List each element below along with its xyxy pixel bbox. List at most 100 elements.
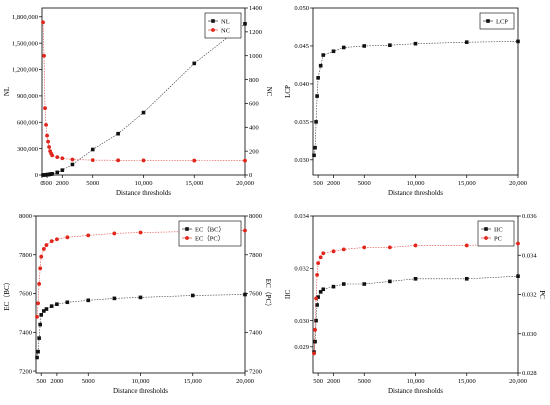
data-point-black [331, 49, 336, 54]
data-point-black [36, 349, 40, 354]
data-point-red [312, 351, 316, 356]
data-point-black [316, 295, 320, 299]
y2-tick-label: 200 [249, 148, 259, 155]
data-point-red [55, 155, 60, 160]
data-point-red [112, 231, 117, 236]
data-point-black [116, 131, 120, 136]
x-tick-label: 10,000 [135, 180, 153, 187]
x-tick-label: 5000 [82, 378, 95, 385]
x-axis-label: Distance thresholds [388, 387, 443, 395]
legend-label: EC（PC） [195, 234, 224, 242]
y-tick-label: 900,000 [17, 93, 38, 100]
data-point-black [39, 313, 44, 317]
legend-marker [486, 19, 490, 23]
data-point-red [316, 261, 321, 265]
x-tick-label: 15,000 [458, 378, 476, 385]
data-point-red [36, 301, 40, 306]
y2-axis-label: EC（PC） [264, 279, 272, 311]
x-tick-label: 10,000 [132, 378, 150, 385]
data-point-black [38, 322, 42, 327]
data-point-red [45, 133, 49, 138]
data-point-red [70, 157, 75, 162]
data-point-black [190, 293, 195, 298]
y-tick-label: 7800 [19, 252, 32, 259]
data-point-red [41, 20, 45, 25]
data-point-red [42, 53, 46, 58]
legend-box [477, 220, 515, 247]
x-tick-label: 20,000 [509, 180, 527, 187]
x-tick-label: 500 [42, 180, 52, 187]
legend-label: PC [494, 235, 502, 242]
data-point-black [413, 277, 418, 281]
y-tick-label: 1,800,000 [12, 14, 38, 21]
y2-tick-label: 1400 [249, 5, 262, 12]
legend: IIC PC [477, 220, 515, 247]
data-point-black [141, 110, 146, 115]
chart-panel-3: 500 2000 5000 10,000 15,000 20,000 7200 7400 760… [3, 213, 272, 395]
data-point-black [138, 295, 143, 300]
data-point-red [331, 249, 336, 254]
data-point-black [314, 120, 318, 124]
y2-tick-label: 1200 [249, 29, 262, 36]
data-point-black [90, 147, 95, 152]
y2-tick-label: 0.030 [522, 331, 537, 338]
y-tick-label: 0.034 [294, 213, 309, 220]
legend-box [204, 12, 242, 39]
data-point-black [413, 41, 418, 46]
y2-tick-label: 0.034 [522, 252, 537, 259]
y2-tick-label: 0 [249, 172, 252, 179]
data-point-black [192, 61, 197, 66]
x-tick-label: 2000 [327, 180, 340, 187]
data-point-black [55, 170, 60, 175]
legend-marker [185, 236, 189, 240]
data-point-black [112, 296, 117, 301]
data-point-black [464, 277, 469, 281]
x-tick-label: 2000 [56, 180, 69, 187]
data-point-black [321, 53, 326, 57]
x-tick-label: 15,000 [185, 180, 203, 187]
y-tick-label: 7600 [19, 291, 32, 298]
legend-box [178, 220, 242, 247]
data-point-red [464, 243, 469, 248]
data-point-red [341, 247, 346, 252]
y-tick-label: 0.030 [294, 157, 309, 164]
data-point-black [44, 307, 49, 311]
data-point-black [243, 292, 247, 297]
y2-tick-label: 600 [249, 101, 259, 108]
data-point-black [37, 336, 41, 340]
legend: LCP [479, 12, 515, 30]
data-point-red [192, 158, 197, 163]
y-tick-label: 1,500,000 [12, 40, 38, 47]
data-point-red [138, 230, 143, 235]
x-tick-label: 20,000 [236, 180, 254, 187]
y-tick-label: 7400 [19, 329, 32, 336]
legend-label: LCP [496, 18, 508, 25]
data-point-black [362, 44, 367, 48]
data-point-red [47, 145, 52, 149]
data-point-black [315, 303, 319, 307]
legend-label: NL [221, 18, 230, 25]
data-point-black [388, 43, 392, 47]
data-point-red [41, 247, 46, 251]
x-axis-label: Distance thresholds [113, 387, 168, 395]
data-point-black [321, 287, 326, 292]
y-tick-label: 300,000 [17, 146, 38, 153]
data-point-red [37, 281, 42, 286]
data-point-black [35, 355, 39, 360]
data-point-red [116, 158, 121, 163]
legend-marker [484, 236, 488, 240]
y2-tick-label: 800 [249, 77, 259, 84]
data-point-black [516, 39, 520, 44]
data-point-red [387, 245, 392, 250]
data-point-red [413, 243, 418, 248]
chart-panel-2: 500 2000 5000 10,000 15,000 20,000 0.030 0.035 0… [284, 5, 527, 197]
legend-label: EC（BC） [195, 225, 225, 233]
data-point-black [318, 63, 323, 68]
data-point-red [39, 254, 44, 259]
data-point-black [313, 145, 317, 150]
series-line-black [313, 41, 519, 156]
data-point-black [362, 282, 367, 286]
data-point-black [70, 162, 75, 167]
